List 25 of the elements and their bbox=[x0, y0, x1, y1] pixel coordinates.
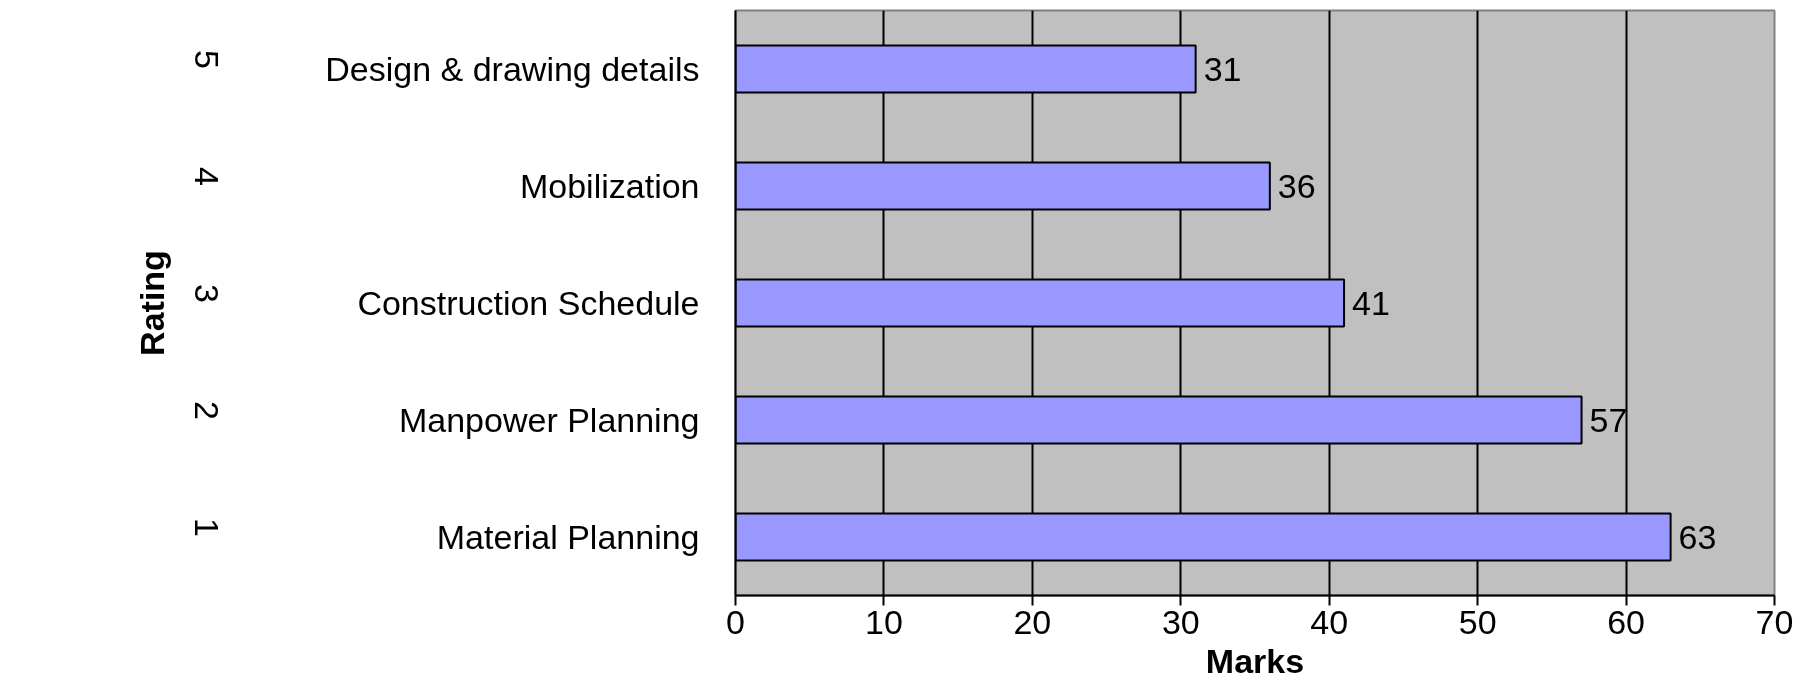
y-tick-label: Construction Schedule bbox=[357, 284, 700, 322]
x-tick-label: 10 bbox=[865, 602, 903, 641]
x-tick-label: 40 bbox=[1310, 602, 1349, 641]
x-tick-label: 0 bbox=[726, 602, 745, 641]
x-tick-label: 30 bbox=[1161, 602, 1200, 641]
data-label: 36 bbox=[1277, 166, 1316, 205]
data-label: 57 bbox=[1589, 400, 1628, 439]
x-tick-label: 60 bbox=[1607, 602, 1645, 641]
data-label: 41 bbox=[1352, 283, 1390, 322]
x-tick-label: 20 bbox=[1013, 602, 1052, 641]
y-tick-label: Material Planning bbox=[436, 518, 700, 556]
y-axis-title: Rating bbox=[132, 250, 171, 356]
x-tick-label: 70 bbox=[1755, 602, 1794, 641]
text: 2 bbox=[188, 401, 226, 421]
y-tick-label: Mobilization bbox=[519, 167, 700, 205]
text: 4 bbox=[188, 167, 226, 187]
x-tick-label: 50 bbox=[1458, 602, 1497, 641]
data-label: 31 bbox=[1203, 49, 1242, 88]
x-axis-title: Marks bbox=[1205, 641, 1305, 680]
y-tick-label: Design & drawing details bbox=[325, 50, 700, 88]
text: 1 bbox=[188, 518, 226, 538]
text: 3 bbox=[188, 284, 226, 304]
text: 5 bbox=[188, 50, 226, 70]
y-tick-label: Manpower Planning bbox=[398, 401, 700, 439]
data-label: 63 bbox=[1678, 517, 1717, 556]
